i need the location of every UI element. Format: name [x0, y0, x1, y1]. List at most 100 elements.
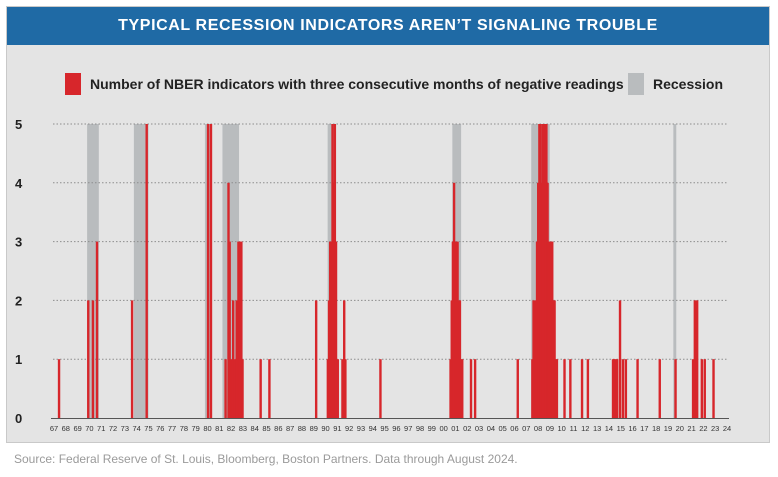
x-tick-label: 82 — [227, 424, 235, 433]
indicator-bar — [209, 124, 213, 418]
legend-swatch-indicator — [65, 73, 81, 95]
indicator-bar — [703, 359, 706, 418]
x-tick-label: 92 — [345, 424, 353, 433]
indicator-bar — [230, 359, 233, 418]
x-tick-label: 04 — [487, 424, 495, 433]
y-tick-label: 5 — [15, 117, 22, 132]
x-tick-label: 22 — [699, 424, 707, 433]
indicator-bar — [555, 359, 559, 418]
indicator-bar — [334, 241, 338, 418]
x-tick-label: 73 — [121, 424, 129, 433]
x-tick-label: 00 — [439, 424, 447, 433]
indicator-bar — [145, 124, 148, 418]
indicator-bar — [241, 359, 244, 418]
indicator-bar — [618, 300, 622, 418]
recession-band — [87, 124, 99, 418]
indicator-bar — [461, 359, 464, 418]
x-tick-label: 70 — [85, 424, 93, 433]
x-tick-label: 05 — [498, 424, 506, 433]
indicator-bar — [57, 359, 61, 418]
indicator-bar — [624, 359, 628, 418]
x-tick-label: 71 — [97, 424, 105, 433]
y-tick-label: 0 — [15, 411, 22, 426]
x-tick-label: 88 — [298, 424, 306, 433]
indicator-bar — [228, 241, 231, 418]
x-tick-label: 76 — [156, 424, 164, 433]
indicator-bar — [636, 359, 639, 418]
x-tick-label: 78 — [180, 424, 188, 433]
x-tick-label: 91 — [333, 424, 341, 433]
indicator-bar — [621, 359, 625, 418]
x-tick-label: 02 — [463, 424, 471, 433]
x-tick-label: 77 — [168, 424, 176, 433]
indicator-bar — [91, 300, 95, 418]
x-tick-label: 17 — [640, 424, 648, 433]
legend-label-recession: Recession — [653, 76, 724, 92]
x-tick-label: 90 — [321, 424, 329, 433]
x-tick-label: 10 — [558, 424, 566, 433]
indicator-bar — [580, 359, 584, 418]
indicator-bar — [469, 359, 473, 418]
indicator-bar — [341, 359, 344, 418]
indicator-bar — [237, 241, 240, 418]
chart-frame: TYPICAL RECESSION INDICATORS AREN’T SIGN… — [6, 6, 770, 443]
x-tick-label: 69 — [73, 424, 81, 433]
indicator-bar — [569, 359, 572, 418]
x-tick-label: 68 — [62, 424, 70, 433]
indicator-bar — [658, 359, 661, 418]
x-tick-label: 81 — [215, 424, 223, 433]
x-tick-label: 16 — [628, 424, 636, 433]
x-tick-label: 79 — [192, 424, 200, 433]
indicator-bar — [700, 359, 704, 418]
x-tick-label: 86 — [274, 424, 282, 433]
indicator-bar — [224, 359, 227, 418]
x-tick-label: 07 — [522, 424, 530, 433]
recession-band — [133, 124, 149, 418]
x-tick-label: 20 — [676, 424, 684, 433]
indicator-bar — [379, 359, 382, 418]
x-tick-label: 75 — [144, 424, 152, 433]
indicator-bar — [240, 241, 243, 418]
indicator-bar — [336, 359, 339, 418]
x-tick-label: 85 — [262, 424, 270, 433]
x-tick-label: 67 — [50, 424, 58, 433]
recession-band — [673, 124, 677, 418]
x-tick-label: 24 — [723, 424, 731, 433]
y-tick-label: 1 — [15, 352, 22, 367]
x-tick-label: 74 — [132, 424, 140, 433]
x-tick-label: 09 — [546, 424, 554, 433]
legend-label-indicator: Number of NBER indicators with three con… — [90, 76, 624, 92]
x-tick-label: 12 — [581, 424, 589, 433]
x-tick-label: 18 — [652, 424, 660, 433]
x-tick-label: 99 — [428, 424, 436, 433]
x-tick-label: 80 — [203, 424, 211, 433]
indicator-bar — [691, 359, 695, 418]
indicator-bar — [516, 359, 519, 418]
indicator-bar — [95, 241, 99, 418]
indicator-bar — [231, 300, 235, 418]
x-tick-label: 89 — [310, 424, 318, 433]
legend: Number of NBER indicators with three con… — [7, 73, 769, 95]
indicator-bar — [674, 359, 677, 418]
x-tick-label: 06 — [510, 424, 518, 433]
x-tick-label: 93 — [357, 424, 365, 433]
x-tick-label: 95 — [380, 424, 388, 433]
x-tick-label: 11 — [570, 424, 578, 433]
indicator-bar — [586, 359, 590, 418]
chart-title: TYPICAL RECESSION INDICATORS AREN’T SIGN… — [7, 7, 769, 45]
indicator-bar — [235, 300, 238, 418]
indicator-bar — [344, 359, 347, 418]
x-tick-label: 19 — [664, 424, 672, 433]
legend-swatch-recession — [628, 73, 644, 95]
x-tick-label: 84 — [251, 424, 259, 433]
indicator-bar — [712, 359, 715, 418]
x-tick-label: 21 — [687, 424, 695, 433]
x-tick-label: 08 — [534, 424, 542, 433]
indicator-bar — [87, 300, 90, 418]
indicator-bar — [259, 359, 262, 418]
indicator-bar — [314, 300, 318, 418]
source-note: Source: Federal Reserve of St. Louis, Bl… — [14, 452, 518, 466]
indicator-bar — [206, 124, 210, 418]
indicator-bar — [233, 359, 237, 418]
